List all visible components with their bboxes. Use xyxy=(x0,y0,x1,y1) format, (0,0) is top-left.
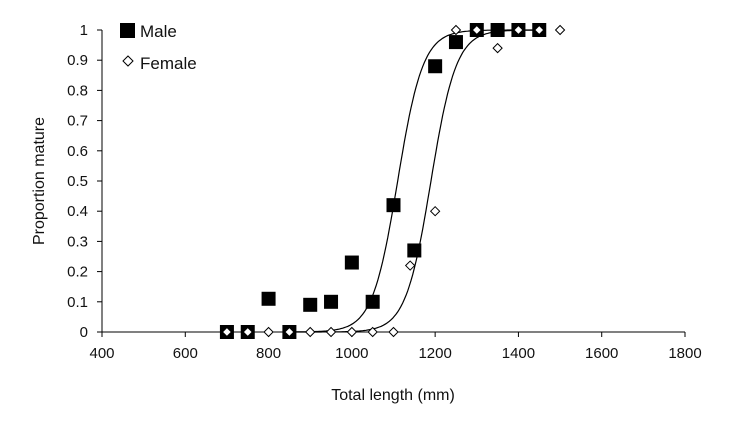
legend: Male Female xyxy=(120,22,197,73)
y-tick-label: 0.8 xyxy=(67,82,88,99)
male-point xyxy=(261,291,276,306)
female-point xyxy=(429,205,441,217)
female-point xyxy=(346,326,358,338)
x-tick-label: 800 xyxy=(256,345,281,362)
x-ticks: 400 600 800 1000 1200 1400 1600 1800 xyxy=(89,332,702,362)
female-point xyxy=(471,24,482,36)
male-point xyxy=(365,294,380,309)
female-point xyxy=(450,24,462,36)
female-point xyxy=(513,24,524,36)
female-point xyxy=(492,42,503,54)
y-tick-label: 0.7 xyxy=(67,113,88,130)
x-tick-label: 1400 xyxy=(502,345,535,362)
male-point xyxy=(448,35,463,50)
y-tick-label: 1 xyxy=(80,22,88,39)
y-axis-title: Proportion mature xyxy=(31,117,48,245)
x-tick-label: 1800 xyxy=(668,345,701,362)
female-point xyxy=(305,326,316,338)
x-tick-label: 1000 xyxy=(335,345,368,362)
y-tick-label: 0.3 xyxy=(67,233,88,250)
y-tick-label: 0.5 xyxy=(67,173,88,190)
x-tick-label: 600 xyxy=(173,345,198,362)
x-tick-label: 1600 xyxy=(585,345,618,362)
y-tick-label: 0.2 xyxy=(67,264,88,281)
data-points xyxy=(219,23,566,339)
y-tick-label: 0.9 xyxy=(67,52,88,69)
x-tick-label: 400 xyxy=(89,345,114,362)
female-point xyxy=(367,326,378,338)
y-tick-label: 0.4 xyxy=(67,203,88,220)
y-ticks: 0 0.1 0.2 0.3 0.4 0.5 0.6 0.7 0.8 0.9 1 xyxy=(67,22,102,341)
female-point xyxy=(284,326,295,338)
fit-curve-male xyxy=(289,29,540,333)
legend-female-marker xyxy=(122,55,134,67)
male-point xyxy=(324,294,339,309)
female-point xyxy=(242,326,253,338)
legend-male-label: Male xyxy=(140,22,177,41)
fit-curve-female xyxy=(289,29,540,333)
female-point xyxy=(534,24,545,36)
female-point xyxy=(388,326,399,338)
y-tick-label: 0.1 xyxy=(67,294,88,311)
plot-axes xyxy=(101,30,685,333)
male-point xyxy=(407,243,422,258)
x-axis-title: Total length (mm) xyxy=(331,387,455,404)
male-point xyxy=(490,23,505,37)
male-point xyxy=(303,297,318,312)
female-point xyxy=(325,326,337,338)
female-point xyxy=(263,326,274,338)
male-point xyxy=(428,59,443,74)
legend-female-label: Female xyxy=(140,54,197,73)
male-point xyxy=(386,198,401,213)
male-point xyxy=(344,255,359,270)
y-tick-label: 0.6 xyxy=(67,143,88,160)
female-point xyxy=(221,326,233,338)
fit-curves xyxy=(289,29,540,333)
legend-male-marker xyxy=(120,23,135,38)
x-tick-label: 1200 xyxy=(418,345,451,362)
female-point xyxy=(554,24,566,36)
y-tick-label: 0 xyxy=(80,324,88,341)
female-point xyxy=(404,260,416,271)
